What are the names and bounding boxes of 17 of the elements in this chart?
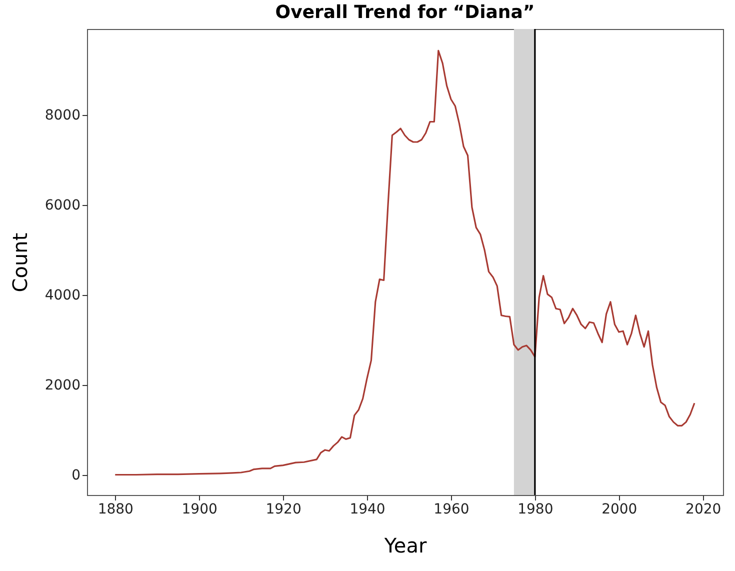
- y-tick-label: 6000: [44, 198, 80, 214]
- x-tick-label: 2020: [686, 502, 722, 518]
- y-tick-label: 0: [72, 468, 80, 484]
- y-tick-label: 2000: [44, 378, 80, 394]
- x-tick-label: 1940: [350, 502, 386, 518]
- line-series: [114, 50, 696, 476]
- chart-title: Overall Trend for “Diana”: [275, 2, 535, 24]
- y-axis-title: Count: [8, 232, 32, 292]
- x-tick-label: 1900: [182, 502, 218, 518]
- x-tick-label: 1980: [518, 502, 554, 518]
- x-tick-label: 1920: [266, 502, 302, 518]
- y-tick-label: 4000: [44, 288, 80, 304]
- x-tick-label: 2000: [602, 502, 638, 518]
- x-tick-label: 1880: [98, 502, 134, 518]
- x-tick-label: 1960: [434, 502, 470, 518]
- y-tick-label: 8000: [44, 107, 80, 124]
- x-axis-title: Year: [383, 534, 428, 558]
